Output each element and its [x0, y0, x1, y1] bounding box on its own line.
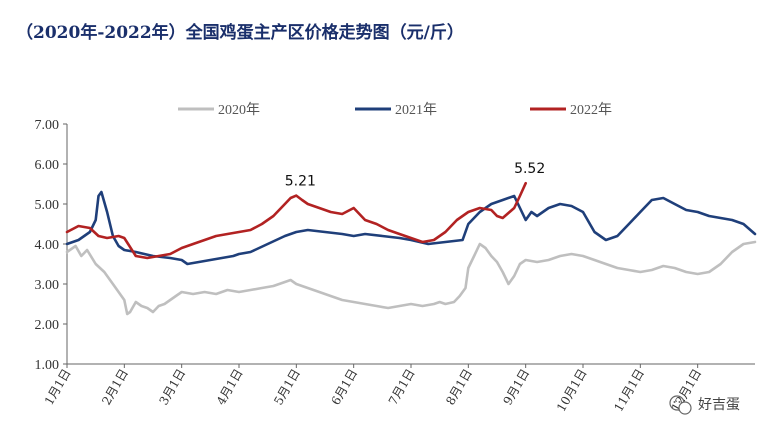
y-tick-label: 7.00	[35, 118, 60, 133]
y-tick-labels: 1.00 2.00 3.00 4.00 5.00 6.00 7.00	[35, 118, 60, 373]
watermark-text: 好吉蛋	[698, 397, 740, 413]
data-label: 5.52	[514, 161, 545, 177]
x-tick-label: 6月1日	[328, 367, 360, 408]
series-lines	[65, 181, 757, 316]
y-tick-label: 4.00	[35, 238, 60, 253]
y-tick-label: 2.00	[35, 318, 60, 333]
series-line-1	[65, 240, 757, 316]
y-tick-label: 1.00	[35, 358, 60, 373]
legend-label: 2020年	[218, 102, 260, 118]
y-tick-label: 3.00	[35, 278, 60, 293]
watermark: 好吉蛋	[669, 395, 740, 415]
y-tick-label: 5.00	[35, 198, 60, 213]
series-line-3	[65, 181, 528, 260]
x-tick-label: 4月1日	[214, 367, 246, 408]
x-tick-label: 7月1日	[386, 367, 418, 408]
x-tick-label: 3月1日	[156, 367, 188, 408]
x-tick-label: 9月1日	[500, 367, 532, 408]
legend: 2020年 2021年 2022年	[178, 102, 612, 118]
y-tick-label: 6.00	[35, 158, 60, 173]
x-tick-label: 11月1日	[611, 367, 647, 415]
wechat-logo-icon	[669, 395, 692, 415]
data-label: 5.21	[285, 174, 316, 190]
legend-label: 2022年	[570, 102, 612, 118]
axes	[63, 123, 755, 368]
x-tick-label: 5月1日	[271, 367, 303, 408]
x-tick-label: 8月1日	[443, 367, 475, 408]
series-line-2	[65, 190, 757, 266]
chart-title: （2020年-2022年）全国鸡蛋主产区价格走势图（元/斤）	[16, 22, 464, 43]
x-tick-label: 10月1日	[554, 367, 590, 415]
legend-label: 2021年	[395, 102, 437, 118]
annotations: 5.21 5.52	[285, 161, 546, 189]
x-tick-label: 2月1日	[99, 367, 131, 408]
x-tick-labels: 1月1日 2月1日 3月1日 4月1日 5月1日 6月1日 7月1日 8月1日 9月1日 10月1…	[42, 367, 704, 415]
